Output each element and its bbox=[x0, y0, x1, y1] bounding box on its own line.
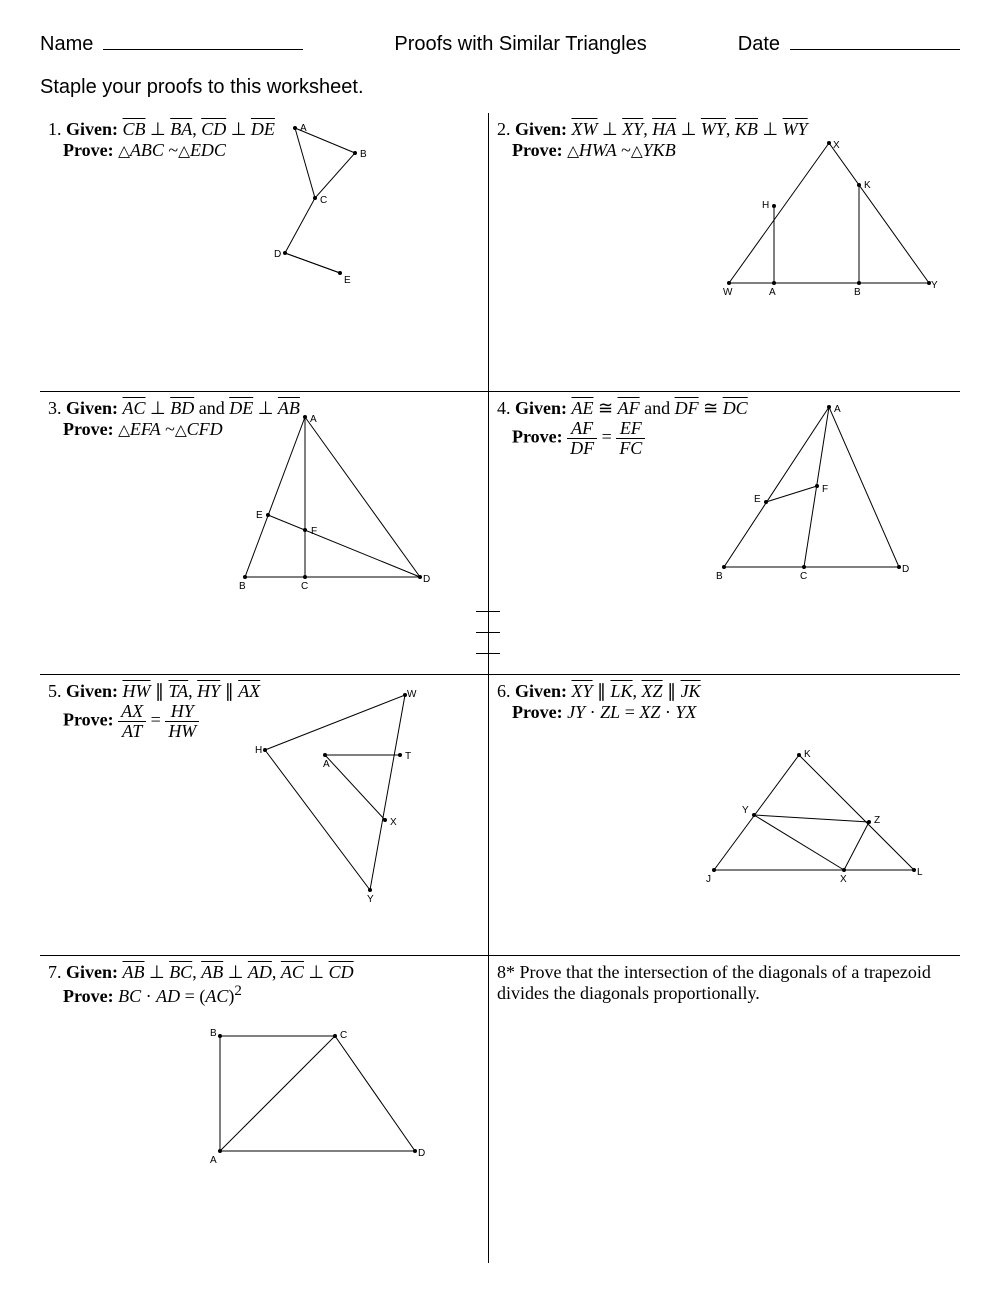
svg-text:D: D bbox=[423, 574, 430, 585]
subtitle: Staple your proofs to this worksheet. bbox=[40, 76, 960, 99]
problem-7: 7. Given: AB ⊥ BC, AB ⊥ AD, AC ⊥ CD Prov… bbox=[40, 956, 488, 1263]
p4-figure: A E F B C D bbox=[714, 402, 914, 582]
svg-text:J: J bbox=[706, 874, 711, 885]
p1-given: 1. Given: CB ⊥ BA, CD ⊥ DE bbox=[48, 119, 480, 140]
svg-text:D: D bbox=[902, 564, 909, 575]
svg-text:F: F bbox=[311, 526, 317, 537]
svg-text:H: H bbox=[255, 745, 262, 756]
problem-5: 5. Given: HW ∥ TA, HY ∥ AX Prove: AXAT =… bbox=[40, 675, 488, 955]
svg-text:C: C bbox=[301, 581, 308, 592]
svg-text:A: A bbox=[323, 759, 330, 770]
date-label: Date bbox=[738, 33, 780, 56]
p8-text: 8* Prove that the intersection of the di… bbox=[497, 962, 931, 1003]
svg-text:A: A bbox=[300, 123, 307, 134]
svg-text:Z: Z bbox=[874, 815, 880, 826]
p1-prove: Prove: ABC ~EDC bbox=[48, 140, 480, 161]
svg-text:T: T bbox=[405, 751, 411, 762]
svg-text:A: A bbox=[769, 287, 776, 298]
p6-prove: Prove: JY · ZL = XZ · YX bbox=[497, 702, 952, 723]
problem-8: 8* Prove that the intersection of the di… bbox=[489, 956, 960, 1263]
svg-text:W: W bbox=[723, 287, 733, 298]
svg-text:A: A bbox=[834, 404, 841, 415]
svg-text:C: C bbox=[800, 571, 807, 582]
p2-given: 2. Given: XW ⊥ XY, HA ⊥ WY, KB ⊥ WY bbox=[497, 119, 952, 140]
date-blank[interactable] bbox=[790, 30, 960, 50]
page-title: Proofs with Similar Triangles bbox=[394, 33, 646, 56]
svg-text:K: K bbox=[864, 180, 871, 191]
svg-text:B: B bbox=[854, 287, 861, 298]
svg-text:X: X bbox=[390, 817, 397, 828]
svg-text:Y: Y bbox=[367, 894, 374, 905]
problem-grid: 1. Given: CB ⊥ BA, CD ⊥ DE Prove: ABC ~E… bbox=[40, 113, 960, 1263]
svg-text:B: B bbox=[716, 571, 723, 582]
svg-text:Y: Y bbox=[931, 280, 938, 291]
svg-text:D: D bbox=[274, 249, 281, 260]
svg-text:B: B bbox=[239, 581, 246, 592]
page-header: Name Proofs with Similar Triangles Date bbox=[40, 30, 960, 56]
svg-text:F: F bbox=[822, 484, 828, 495]
svg-text:A: A bbox=[210, 1155, 217, 1166]
problem-1: 1. Given: CB ⊥ BA, CD ⊥ DE Prove: ABC ~E… bbox=[40, 113, 488, 391]
svg-text:X: X bbox=[840, 874, 847, 885]
problem-3: 3. Given: AC ⊥ BD and DE ⊥ AB Prove: EFA… bbox=[40, 392, 488, 674]
svg-text:L: L bbox=[917, 867, 923, 878]
svg-text:C: C bbox=[340, 1030, 347, 1041]
p7-prove: Prove: BC · AD = (AC)2 bbox=[48, 983, 480, 1007]
p6-figure: K Y Z J X L bbox=[704, 745, 924, 885]
problem-6: 6. Given: XY ∥ LK, XZ ∥ JK Prove: JY · Z… bbox=[489, 675, 960, 955]
svg-text:C: C bbox=[320, 195, 327, 206]
p1-figure: A B C D E bbox=[270, 123, 400, 303]
svg-text:E: E bbox=[344, 275, 351, 286]
svg-text:K: K bbox=[804, 749, 811, 760]
svg-text:B: B bbox=[360, 149, 367, 160]
svg-text:Y: Y bbox=[742, 805, 749, 816]
problem-2: 2. Given: XW ⊥ XY, HA ⊥ WY, KB ⊥ WY Prov… bbox=[489, 113, 960, 391]
svg-text:H: H bbox=[762, 200, 769, 211]
p7-figure: B C A D bbox=[210, 1026, 430, 1166]
svg-text:E: E bbox=[256, 510, 263, 521]
svg-text:D: D bbox=[418, 1148, 425, 1159]
svg-text:W: W bbox=[407, 689, 417, 700]
problem-4: 4. Given: AE ≅ AF and DF ≅ DC Prove: AFD… bbox=[489, 392, 960, 674]
p3-figure: A E F B C D bbox=[235, 412, 435, 592]
svg-text:A: A bbox=[310, 414, 317, 425]
worksheet-page: Name Proofs with Similar Triangles Date … bbox=[0, 0, 1000, 1294]
p7-given: 7. Given: AB ⊥ BC, AB ⊥ AD, AC ⊥ CD bbox=[48, 962, 480, 983]
p6-given: 6. Given: XY ∥ LK, XZ ∥ JK bbox=[497, 681, 952, 702]
svg-text:E: E bbox=[754, 494, 761, 505]
name-label: Name bbox=[40, 33, 93, 56]
svg-text:B: B bbox=[210, 1028, 217, 1039]
name-blank[interactable] bbox=[103, 30, 303, 50]
p2-figure: X K H W A B Y bbox=[719, 138, 939, 298]
p5-figure: W H A T X Y bbox=[255, 685, 435, 905]
svg-text:X: X bbox=[833, 140, 840, 151]
